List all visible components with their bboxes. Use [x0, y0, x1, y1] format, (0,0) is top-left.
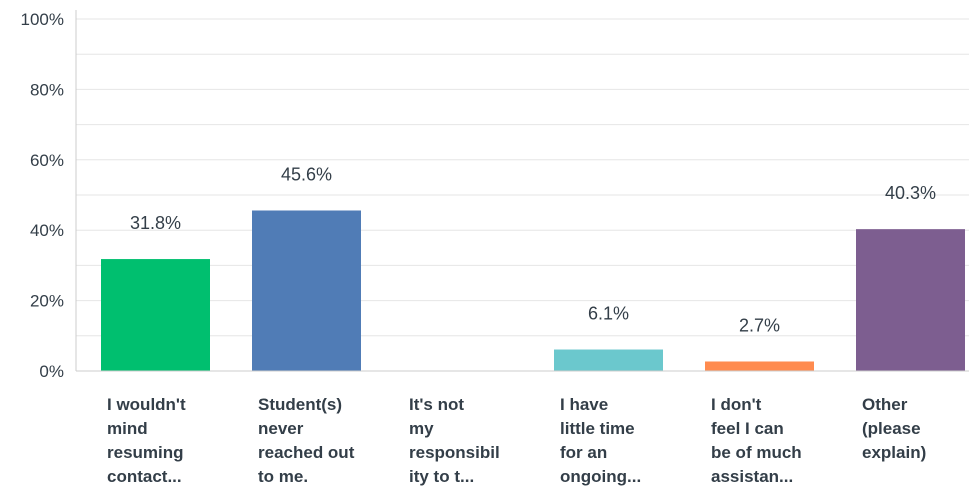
- category-label-line: reached out: [258, 443, 355, 462]
- data-label: 2.7%: [739, 315, 780, 335]
- category-label-line: I don't: [711, 395, 762, 414]
- category-labels: I wouldn't mind resuming contact... Student(…: [107, 395, 926, 486]
- y-tick-label: 60%: [30, 151, 64, 170]
- category-label-line: ongoing...: [560, 467, 641, 486]
- category-label: It's not my responsibil ity to t...: [409, 395, 500, 486]
- category-label-line: responsibil: [409, 443, 500, 462]
- category-label: Student(s) never reached out to me.: [258, 395, 355, 486]
- category-label-line: ity to t...: [409, 467, 474, 486]
- category-label-line: Other: [862, 395, 908, 414]
- bar: [101, 259, 210, 371]
- category-label-line: assistan...: [711, 467, 793, 486]
- bar: [705, 361, 814, 371]
- category-label-line: be of much: [711, 443, 802, 462]
- y-tick-label: 0%: [39, 362, 64, 381]
- category-label-line: little time: [560, 419, 635, 438]
- data-label: 40.3%: [885, 183, 936, 203]
- data-label: 45.6%: [281, 164, 332, 184]
- y-axis-ticks: 0% 20% 40% 60% 80% 100%: [21, 10, 64, 381]
- category-label-line: feel I can: [711, 419, 784, 438]
- bar: [856, 229, 965, 371]
- category-label-line: mind: [107, 419, 148, 438]
- category-label-line: never: [258, 419, 304, 438]
- y-tick-label: 20%: [30, 292, 64, 311]
- y-tick-label: 40%: [30, 221, 64, 240]
- category-label-line: Student(s): [258, 395, 342, 414]
- data-labels: 31.8% 45.6% 6.1% 2.7% 40.3%: [130, 164, 936, 335]
- data-label: 31.8%: [130, 213, 181, 233]
- y-tick-label: 80%: [30, 80, 64, 99]
- category-label: I wouldn't mind resuming contact...: [107, 395, 186, 486]
- data-label: 6.1%: [588, 304, 629, 324]
- bars: [101, 210, 965, 371]
- category-label-line: contact...: [107, 467, 182, 486]
- category-label-line: my: [409, 419, 434, 438]
- y-tick-label: 100%: [21, 10, 64, 29]
- grid-lines: [76, 18, 969, 337]
- category-label-line: resuming: [107, 443, 184, 462]
- category-label-line: It's not: [409, 395, 464, 414]
- category-label-line: I have: [560, 395, 608, 414]
- category-label-line: explain): [862, 443, 926, 462]
- category-label-line: for an: [560, 443, 607, 462]
- category-label-line: (please: [862, 419, 921, 438]
- category-label: I don't feel I can be of much assistan...: [711, 395, 802, 486]
- category-label-line: I wouldn't: [107, 395, 186, 414]
- category-label: I have little time for an ongoing...: [560, 395, 641, 486]
- category-label-line: to me.: [258, 467, 308, 486]
- category-label: Other (please explain): [862, 395, 926, 462]
- bar: [554, 349, 663, 371]
- bar: [252, 210, 361, 371]
